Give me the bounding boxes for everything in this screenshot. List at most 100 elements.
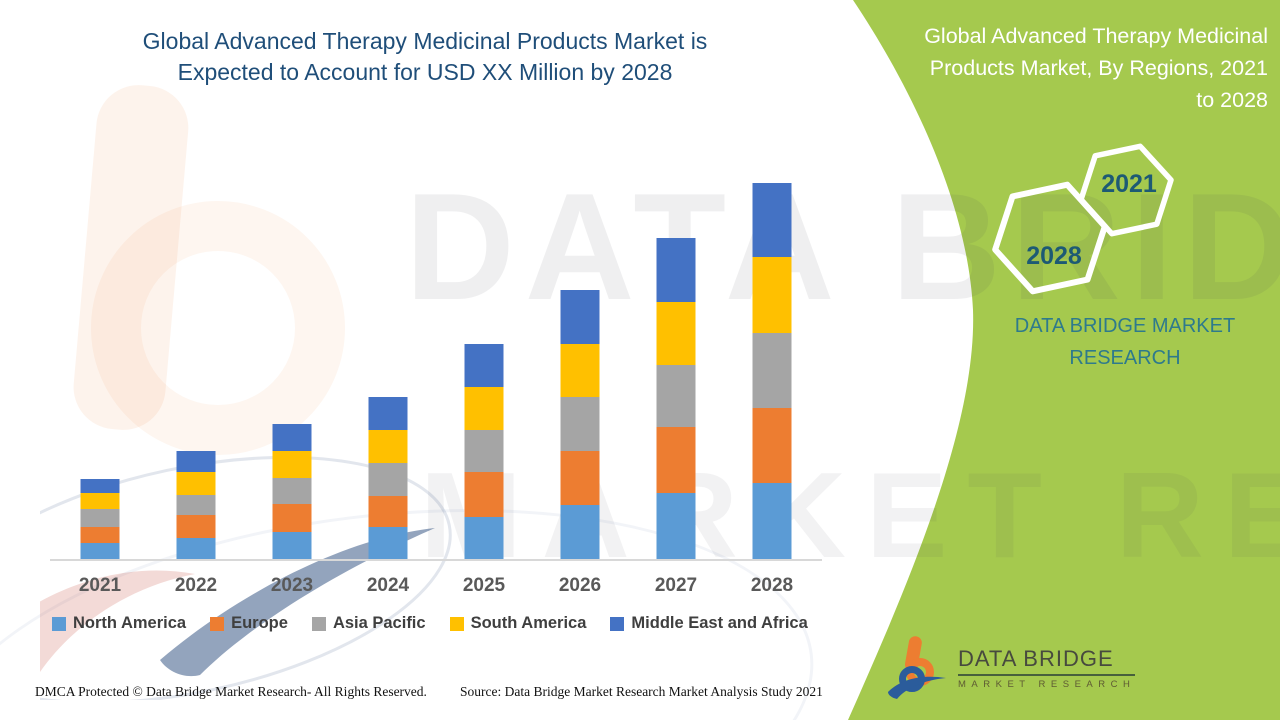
bar-segment-north-america xyxy=(464,517,504,559)
brand-wordmark: DATA BRIDGE MARKET RESEARCH xyxy=(980,310,1270,374)
bar-stack-2025 xyxy=(464,344,504,559)
logo-text: DATA BRIDGE MARKET RESEARCH xyxy=(958,646,1136,690)
bar-segment-europe xyxy=(368,496,408,527)
data-bridge-logo-icon xyxy=(888,636,946,699)
bar-segment-north-america xyxy=(176,538,216,559)
bar-segment-north-america xyxy=(368,527,408,559)
bar-segment-asia-pacific xyxy=(80,509,120,527)
hexagon-year-2028: 2028 xyxy=(1026,242,1082,270)
bar-column-2026: 2026 xyxy=(532,175,628,596)
bar-segment-europe xyxy=(560,451,600,505)
legend-label: North America xyxy=(73,614,187,632)
x-axis-label-2025: 2025 xyxy=(462,575,506,596)
x-axis-label-2022: 2022 xyxy=(174,575,218,596)
bar-segment-south-america xyxy=(176,472,216,495)
x-axis-label-2024: 2024 xyxy=(366,575,410,596)
bar-segment-middle-east-and-africa xyxy=(176,451,216,472)
hexagon-2028 xyxy=(992,181,1108,295)
bar-segment-middle-east-and-africa xyxy=(656,238,696,302)
source-note: Source: Data Bridge Market Research Mark… xyxy=(460,684,823,699)
x-axis-label-2023: 2023 xyxy=(270,575,314,596)
x-axis-label-2026: 2026 xyxy=(558,575,602,596)
text-line: Global Advanced Therapy Medicinal xyxy=(924,24,1268,48)
bar-segment-asia-pacific xyxy=(464,430,504,472)
legend-item-asia-pacific: Asia Pacific xyxy=(311,614,426,633)
bar-segment-south-america xyxy=(560,344,600,397)
text-line: Products Market, By Regions, 2021 xyxy=(929,56,1268,80)
legend-swatch xyxy=(52,616,66,631)
data-bridge-logo: DATA BRIDGE MARKET RESEARCH xyxy=(886,634,1136,702)
logo-subtitle: MARKET RESEARCH xyxy=(958,679,1136,690)
bar-stack-2026 xyxy=(560,290,600,559)
bar-stack-2021 xyxy=(80,479,120,559)
bar-segment-south-america xyxy=(656,302,696,365)
legend-item-south-america: South America xyxy=(449,614,587,633)
legend-item-europe: Europe xyxy=(210,614,288,633)
bar-segment-middle-east-and-africa xyxy=(560,290,600,344)
bar-segment-middle-east-and-africa xyxy=(80,479,120,493)
x-axis-label-2027: 2027 xyxy=(654,575,698,596)
bar-segment-europe xyxy=(656,427,696,493)
bar-stack-2027 xyxy=(656,238,696,559)
text-line: to 2028 xyxy=(1196,88,1268,112)
legend-label: South America xyxy=(470,614,587,632)
bar-segment-asia-pacific xyxy=(176,495,216,515)
chart-title: Global Advanced Therapy Medicinal Produc… xyxy=(70,26,780,88)
bar-segment-middle-east-and-africa xyxy=(272,424,312,451)
bar-column-2027: 2027 xyxy=(628,175,724,596)
bar-segment-south-america xyxy=(752,257,792,333)
bar-segment-middle-east-and-africa xyxy=(752,183,792,257)
text-line: RESEARCH xyxy=(1069,347,1181,369)
bar-segment-south-america xyxy=(368,430,408,463)
bar-segment-south-america xyxy=(272,451,312,478)
bar-segment-south-america xyxy=(80,493,120,509)
bar-segment-middle-east-and-africa xyxy=(464,344,504,387)
bar-segment-asia-pacific xyxy=(272,478,312,504)
bar-chart-plot: 2021 2022 2023 2024 2025 2026 2027 2028 xyxy=(52,175,820,596)
bar-stack-2028 xyxy=(752,183,792,559)
bar-column-2022: 2022 xyxy=(148,175,244,596)
bar-segment-north-america xyxy=(656,493,696,559)
hexagon-year-2021: 2021 xyxy=(1101,170,1157,198)
bar-segment-europe xyxy=(80,527,120,543)
bar-segment-europe xyxy=(752,408,792,483)
bar-segment-south-america xyxy=(464,387,504,430)
bar-segment-europe xyxy=(464,472,504,517)
text-line: Global Advanced Therapy Medicinal Produc… xyxy=(142,28,708,54)
bar-column-2025: 2025 xyxy=(436,175,532,596)
bar-column-2021: 2021 xyxy=(52,175,148,596)
chart-legend: North America Europe Asia Pacific South Ame… xyxy=(52,614,827,633)
bar-segment-asia-pacific xyxy=(752,333,792,408)
text-line: Expected to Account for USD XX Million b… xyxy=(177,59,673,85)
legend-item-north-america: North America xyxy=(52,614,186,633)
bar-segment-asia-pacific xyxy=(656,365,696,427)
legend-swatch xyxy=(210,616,225,631)
text-line: DATA BRIDGE MARKET xyxy=(1014,315,1236,337)
dmca-notice: DMCA Protected © Data Bridge Market Rese… xyxy=(35,684,427,699)
x-axis-line xyxy=(50,559,822,561)
legend-label: Asia Pacific xyxy=(332,614,426,632)
bar-column-2023: 2023 xyxy=(244,175,340,596)
bar-segment-north-america xyxy=(560,505,600,559)
logo-name: DATA BRIDGE xyxy=(958,646,1136,676)
bar-segment-asia-pacific xyxy=(368,463,408,496)
bar-stack-2023 xyxy=(272,424,312,559)
bar-segment-north-america xyxy=(272,532,312,559)
x-axis-label-2021: 2021 xyxy=(78,575,122,596)
legend-swatch xyxy=(610,616,625,631)
logo-blue-swoosh xyxy=(888,676,946,699)
bar-column-2028: 2028 xyxy=(724,175,820,596)
legend-swatch xyxy=(311,616,326,631)
bar-column-2024: 2024 xyxy=(340,175,436,596)
bar-segment-europe xyxy=(176,515,216,538)
panel-title: Global Advanced Therapy Medicinal Product… xyxy=(870,20,1268,116)
bar-stack-2024 xyxy=(368,397,408,559)
bar-segment-asia-pacific xyxy=(560,397,600,451)
bar-stack-2022 xyxy=(176,451,216,559)
bar-segment-europe xyxy=(272,504,312,532)
legend-label: Europe xyxy=(231,614,288,632)
bar-segment-north-america xyxy=(80,543,120,559)
legend-label: Middle East and Africa xyxy=(631,614,808,632)
year-hexagons xyxy=(992,143,1174,295)
